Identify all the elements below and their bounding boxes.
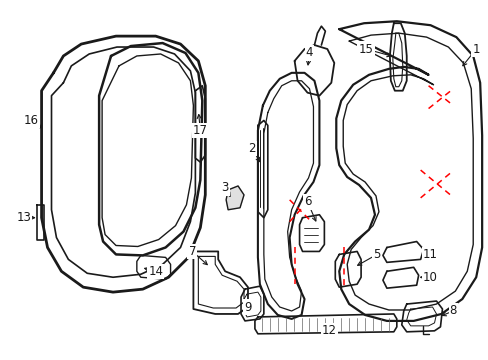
Text: 4: 4: [305, 46, 313, 59]
Text: 3: 3: [221, 181, 228, 194]
Text: 17: 17: [192, 124, 207, 137]
Text: 14: 14: [148, 265, 163, 278]
Text: 16: 16: [24, 114, 39, 127]
Text: 10: 10: [422, 271, 437, 284]
Text: 9: 9: [244, 301, 251, 314]
Text: 7: 7: [188, 245, 196, 258]
Text: 6: 6: [303, 195, 311, 208]
Text: 1: 1: [471, 42, 479, 55]
Polygon shape: [225, 186, 244, 210]
Text: 2: 2: [248, 142, 255, 155]
Text: 8: 8: [449, 305, 456, 318]
Text: 12: 12: [321, 324, 336, 337]
Text: 11: 11: [422, 248, 437, 261]
Text: 15: 15: [358, 42, 373, 55]
Text: 13: 13: [16, 211, 31, 224]
Text: 5: 5: [372, 248, 380, 261]
